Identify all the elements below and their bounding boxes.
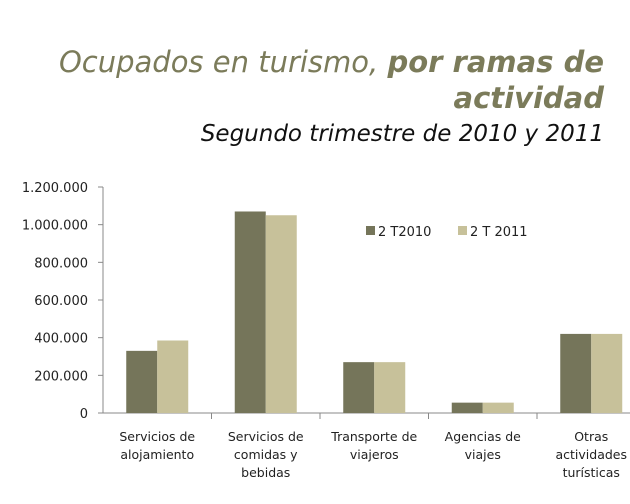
legend-swatch (366, 226, 375, 235)
bar-2 (265, 215, 297, 413)
x-category-label: viajeros (350, 447, 399, 462)
legend-swatch (458, 226, 467, 235)
x-category-label: bebidas (241, 465, 290, 480)
chart-title-part2: por ramas de actividad (387, 45, 604, 115)
chart-title-part1: Ocupados en turismo, (58, 45, 388, 79)
y-tick-label: 400.000 (34, 332, 88, 347)
bar-2 (374, 362, 406, 413)
x-category-label: turísticas (563, 465, 620, 480)
y-tick-label: 1.000.000 (22, 219, 88, 234)
legend-label: 2 T2010 (378, 225, 431, 240)
bar-1 (343, 362, 375, 413)
x-category-label: viajes (465, 447, 501, 462)
bar-1 (234, 211, 266, 413)
x-category-label: Otras (574, 429, 608, 444)
x-category-label: actividades (555, 447, 627, 462)
bar-1 (126, 350, 158, 413)
y-tick-label: 200.000 (34, 369, 88, 384)
chart-subtitle: Segundo trimestre de 2010 y 2011 (200, 121, 604, 147)
bar-1 (451, 402, 483, 413)
x-category-label: Servicios de (119, 429, 195, 444)
y-tick-label: 800.000 (34, 256, 88, 271)
x-category-label: alojamiento (120, 447, 194, 462)
x-category-label: Transporte de (330, 429, 417, 444)
y-tick-label: 0 (80, 407, 88, 422)
y-tick-label: 600.000 (34, 294, 88, 309)
bar-2 (482, 402, 514, 413)
legend-label: 2 T 2011 (470, 225, 528, 240)
x-category-label: comidas y (234, 447, 298, 462)
bar-2 (591, 333, 623, 413)
chart-title: Ocupados en turismo, por ramas de activi… (44, 44, 604, 116)
y-tick-label: 1.200.000 (22, 181, 88, 196)
bar-2 (157, 340, 189, 413)
x-category-label: Servicios de (228, 429, 304, 444)
x-category-label: Agencias de (445, 429, 522, 444)
bar-1 (560, 333, 592, 413)
